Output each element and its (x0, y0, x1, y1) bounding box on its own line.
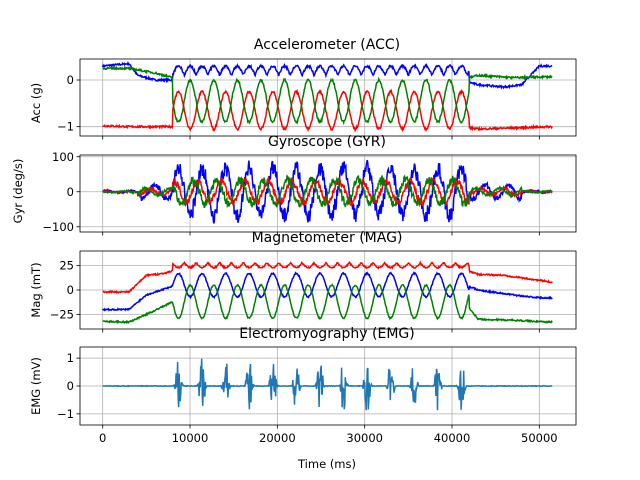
gyr-ylabel: Gyr (deg/s) (11, 159, 25, 224)
acc-series-1 (102, 88, 553, 133)
gyr-ytick-label: 0 (67, 185, 74, 199)
acc-series-2 (102, 65, 553, 126)
emg-xtick-label: 50000 (521, 431, 558, 445)
emg-xtick-label: 30000 (346, 431, 383, 445)
acc-series-0 (101, 60, 553, 90)
gyr-axes-frame (79, 154, 577, 233)
acc-ytick-label: 0 (67, 73, 74, 87)
mag-title: Magnetometer (MAG) (252, 230, 403, 246)
emg-xtick-label: 40000 (434, 431, 471, 445)
gyr-title: Gyroscope (GYR) (268, 134, 386, 150)
acc-ytick-label: −1 (57, 120, 74, 134)
mag-series-1 (102, 270, 553, 312)
acc-title: Accelerometer (ACC) (254, 37, 400, 53)
mag-panel: Magnetometer (MAG) Mag (mT) −25 0 25 (29, 230, 577, 333)
emg-ytick-label: 0 (67, 379, 74, 393)
gyr-series-1 (102, 175, 553, 207)
mag-ytick-label: −25 (50, 307, 74, 321)
gyr-ytick-label: −100 (42, 220, 74, 234)
gyr-panel: Gyroscope (GYR) Gyr (deg/s) −100 0 100 (11, 134, 577, 236)
emg-xlabel: Time (ms) (297, 457, 356, 471)
emg-series-0 (102, 358, 553, 411)
acc-ylabel: Acc (g) (29, 83, 43, 123)
emg-xtick-label: 10000 (172, 431, 209, 445)
emg-ytick-label: 1 (67, 351, 74, 365)
mag-ytick-label: 25 (59, 259, 74, 273)
mag-series-2 (102, 283, 553, 325)
gyr-series-2 (102, 174, 553, 209)
acc-panel: Accelerometer (ACC) Acc (g) −1 0 (29, 37, 577, 140)
emg-panel: Electromyography (EMG) EMG (mV) Time (ms… (29, 326, 577, 471)
emg-xtick-label: 0 (99, 431, 106, 445)
mag-ylabel: Mag (mT) (29, 262, 43, 317)
acc-axes-frame (79, 58, 577, 137)
emg-xtick-label: 20000 (259, 431, 296, 445)
emg-ytick-label: −1 (57, 407, 74, 421)
mag-series-0 (102, 260, 553, 295)
emg-ylabel: EMG (mV) (29, 357, 43, 415)
gyr-ytick-label: 100 (52, 150, 74, 164)
emg-title: Electromyography (EMG) (239, 326, 414, 342)
mag-ytick-label: 0 (67, 283, 74, 297)
